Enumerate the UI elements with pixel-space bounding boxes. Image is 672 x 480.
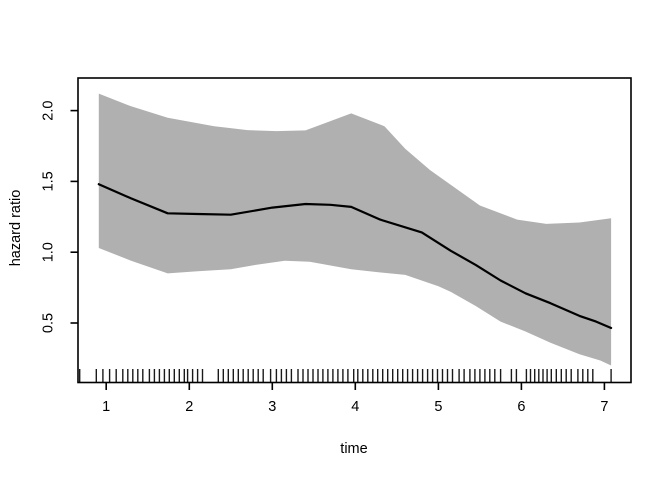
y-axis-title: hazard ratio [8,189,24,267]
y-tick-label: 0.5 [41,313,57,333]
y-tick-label: 2.0 [41,101,57,121]
x-tick-label: 7 [600,399,608,415]
x-tick-label: 4 [351,399,359,415]
x-tick-label: 1 [102,399,110,415]
x-tick-label: 2 [185,399,193,415]
x-tick-label: 5 [434,399,442,415]
y-tick-label: 1.5 [41,171,57,191]
x-tick-label: 3 [268,399,276,415]
x-tick-label: 6 [517,399,525,415]
x-axis-title: time [340,441,368,457]
confidence-band [98,93,612,366]
y-tick-label: 1.0 [41,242,57,262]
hazard-ratio-line [97,183,613,330]
